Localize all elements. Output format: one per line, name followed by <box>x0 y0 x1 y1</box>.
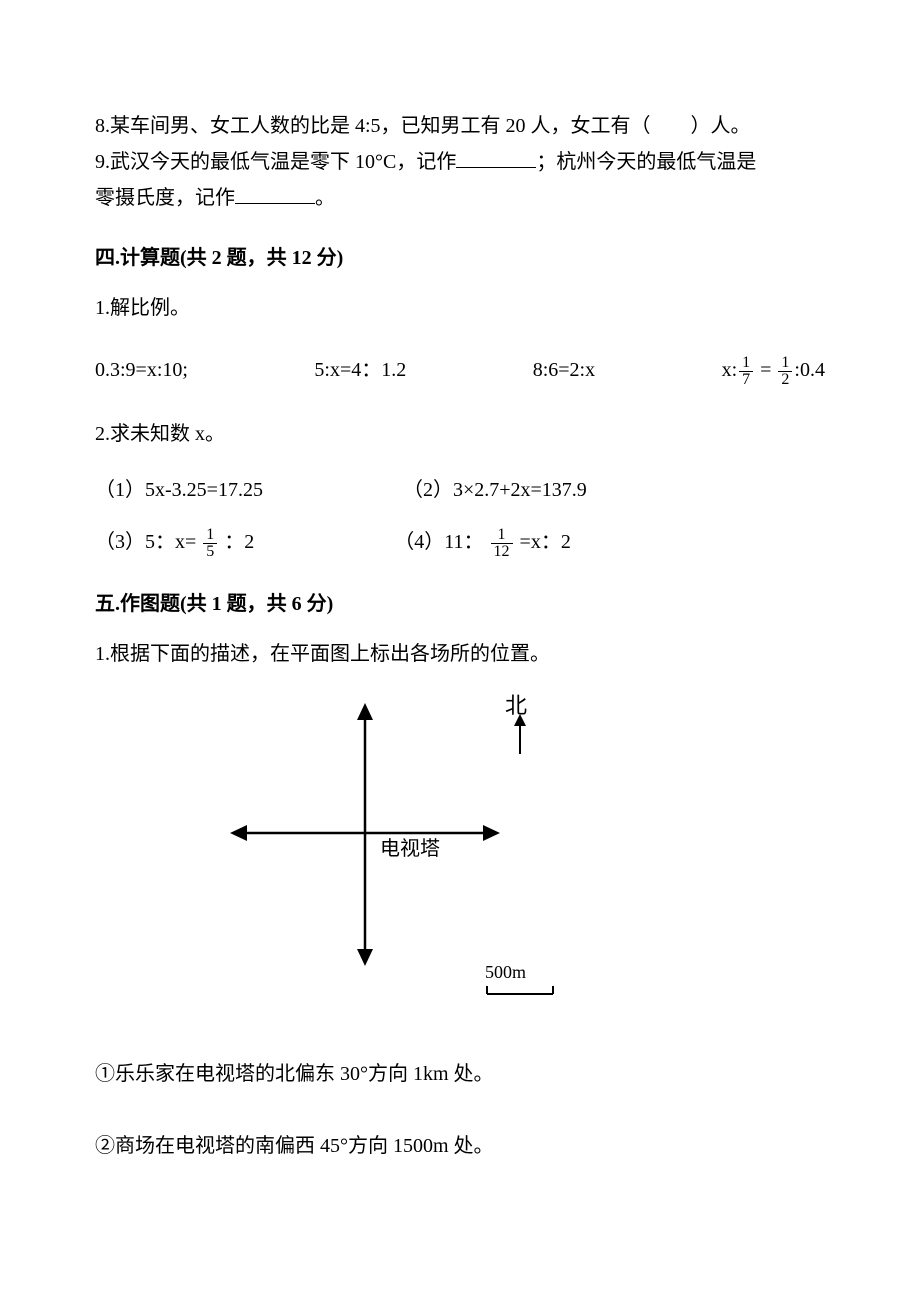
equation-1: 0.3:9=x:10; <box>95 354 188 388</box>
eq4-frac1-num: 1 <box>739 355 753 372</box>
tv-tower-label: 电视塔 <box>380 833 440 865</box>
north-arrow-icon <box>513 714 527 754</box>
eq4-frac2-num: 1 <box>778 355 792 372</box>
blank-9a <box>456 148 536 168</box>
eq8-frac: 112 <box>491 527 513 560</box>
blank-9b <box>235 184 315 204</box>
equation-row-2: （1）5x-3.25=17.25 （2）3×2.7+2x=137.9 （3）5：… <box>95 474 825 560</box>
question-8: 8.某车间男、女工人数的比是 4:5，已知男工有 20 人，女工有（ ）人。 <box>95 110 825 142</box>
equation-8: （4）11： 112 =x：2 <box>394 526 571 560</box>
q9-part-c: 零摄氏度，记作 <box>95 187 235 209</box>
eq4-frac1-den: 7 <box>739 372 753 388</box>
scale-label: 500m <box>485 958 526 987</box>
section-4-title: 四.计算题(共 2 题，共 12 分) <box>95 242 825 274</box>
question-9: 9.武汉今天的最低气温是零下 10°C，记作 ；杭州今天的最低气温是 <box>95 146 825 178</box>
eq4-a: x: <box>722 359 738 381</box>
eq4-frac1: 17 <box>739 355 753 388</box>
eq4-b: = <box>755 359 776 381</box>
equation-row-1: 0.3:9=x:10; 5:x=4：1.2 8:6=2:x x:17 = 12:… <box>95 354 825 388</box>
eq4-frac2: 12 <box>778 355 792 388</box>
equation-4: x:17 = 12:0.4 <box>722 354 825 388</box>
q9-part-d: 。 <box>315 187 335 209</box>
equation-3: 8:6=2:x <box>533 354 595 388</box>
scale-bar-icon <box>485 984 555 998</box>
eq8-b: =x：2 <box>515 531 571 553</box>
section-4-q2: 2.求未知数 x。 <box>95 418 825 450</box>
eq7-frac-num: 1 <box>203 527 217 544</box>
eq7-a: （3）5：x= <box>95 531 201 553</box>
eq8-frac-den: 12 <box>491 544 513 560</box>
eq4-frac2-den: 2 <box>778 372 792 388</box>
section-5-q1: 1.根据下面的描述，在平面图上标出各场所的位置。 <box>95 638 825 670</box>
axes-icon <box>225 698 515 968</box>
question-9-line2: 零摄氏度，记作 。 <box>95 182 825 214</box>
q9-part-b: ；杭州今天的最低气温是 <box>536 151 756 173</box>
equation-6: （2）3×2.7+2x=137.9 <box>403 474 587 506</box>
eq4-c: :0.4 <box>794 359 825 381</box>
eq7-frac: 15 <box>203 527 217 560</box>
equation-7: （3）5：x= 15 ：2 <box>95 526 254 560</box>
q9-part-a: 9.武汉今天的最低气温是零下 10°C，记作 <box>95 151 456 173</box>
equation-5: （1）5x-3.25=17.25 <box>95 474 263 506</box>
task-2: ②商场在电视塔的南偏西 45°方向 1500m 处。 <box>95 1130 825 1162</box>
eq8-a: （4）11： <box>394 531 488 553</box>
section-5-title: 五.作图题(共 1 题，共 6 分) <box>95 588 825 620</box>
eq8-frac-num: 1 <box>491 527 513 544</box>
eq7-b: ：2 <box>219 531 254 553</box>
task-1: ①乐乐家在电视塔的北偏东 30°方向 1km 处。 <box>95 1058 825 1090</box>
eq7-frac-den: 5 <box>203 544 217 560</box>
equation-2: 5:x=4：1.2 <box>314 354 406 388</box>
section-4-q1: 1.解比例。 <box>95 292 825 324</box>
compass-diagram: 北 电视塔 500m <box>225 688 645 1018</box>
